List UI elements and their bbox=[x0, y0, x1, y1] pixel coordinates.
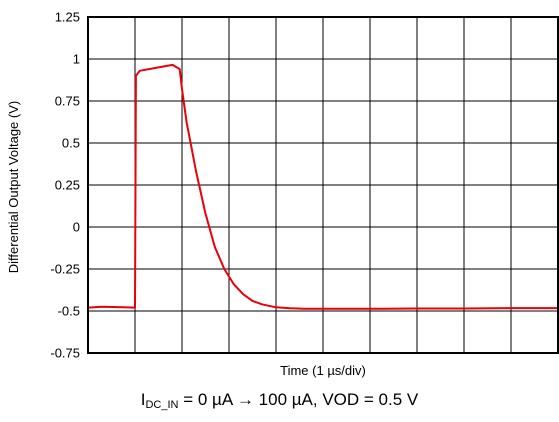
y-tick-label: 0 bbox=[73, 220, 80, 235]
y-tick-label: 0.75 bbox=[55, 94, 80, 109]
y-axis-label: Differential Output Voltage (V) bbox=[6, 101, 21, 273]
caption-condition: = 0 µA → 100 µA, VOD = 0.5 V bbox=[178, 390, 419, 409]
grid bbox=[88, 16, 558, 354]
y-tick-label: 1.25 bbox=[55, 10, 80, 25]
caption-subscript: DC_IN bbox=[145, 399, 179, 411]
y-tick-label: -0.5 bbox=[58, 304, 80, 319]
caption-main: I bbox=[140, 390, 146, 409]
chart-caption: IDC_IN = 0 µA → 100 µA, VOD = 0.5 V bbox=[0, 390, 559, 411]
series-layer bbox=[87, 63, 558, 310]
y-tick-label: 0.25 bbox=[55, 178, 80, 193]
y-tick-label: -0.25 bbox=[50, 262, 80, 277]
x-axis-label: Time (1 µs/div) bbox=[280, 363, 366, 378]
y-tick-label: 0.5 bbox=[62, 136, 80, 151]
y-tick-label: -0.75 bbox=[50, 346, 80, 361]
plot-frame bbox=[87, 16, 559, 354]
series-line bbox=[87, 63, 558, 310]
y-tick-label: 1 bbox=[73, 52, 80, 67]
y-tick-labels: -0.75 -0.5 -0.25 0 0.25 0.5 0.75 1 1.25 bbox=[50, 10, 80, 361]
